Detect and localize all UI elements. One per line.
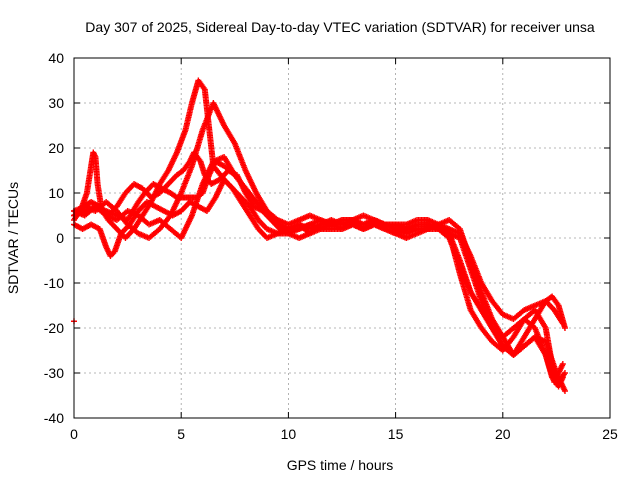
series-trace-d [71,158,566,385]
y-tick-label: 30 [48,95,64,111]
data-point [561,370,568,376]
data-point [561,325,568,331]
x-tick-label: 10 [281,426,297,442]
chart-title: Day 307 of 2025, Sidereal Day-to-day VTE… [85,19,595,35]
series-trace-f [71,154,566,327]
grid-lines [74,58,610,418]
data-point [561,388,568,394]
data-point [559,320,566,327]
axis-ticks: 0 5 10 15 20 25 -40 -30 -20 -10 0 10 20 30 40 [44,50,618,442]
data-point [559,361,566,367]
y-tick-label: 10 [48,185,64,201]
y-tick-label: -20 [44,320,64,336]
x-tick-label: 20 [495,426,511,442]
x-tick-label: 0 [70,426,78,442]
x-tick-label: 15 [388,426,404,442]
x-axis-label: GPS time / hours [287,457,394,473]
data-points [71,77,568,394]
y-tick-label: 20 [48,140,64,156]
x-tick-label: 25 [602,426,618,442]
y-tick-label: 0 [56,230,64,246]
y-tick-label: -30 [44,365,64,381]
x-tick-label: 5 [177,426,185,442]
y-tick-label: 40 [48,50,64,66]
series-trace-e [71,100,568,394]
y-tick-label: -40 [44,410,64,426]
y-axis-label: SDTVAR / TECUs [5,182,21,294]
y-tick-label: -10 [44,275,64,291]
